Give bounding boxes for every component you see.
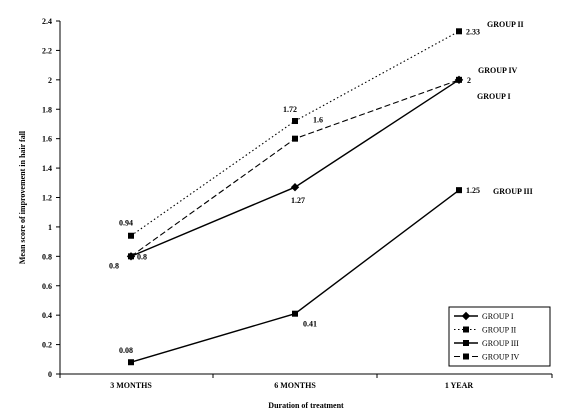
- legend-label: GROUP I: [482, 312, 514, 321]
- y-tick-label: 2.4: [42, 17, 52, 26]
- data-point: [456, 76, 462, 83]
- y-tick-label: 0.8: [42, 252, 52, 261]
- legend: GROUP I GROUP II GROUP III GROUP IV: [448, 306, 551, 367]
- legend-label: GROUP III: [482, 339, 519, 348]
- data-point: [290, 183, 300, 192]
- y-tick-label: 1: [48, 223, 52, 232]
- data-point: [128, 232, 134, 239]
- data-label: 0.41: [303, 320, 317, 329]
- x-tick-label: 6 MONTHS: [274, 381, 316, 390]
- data-label: 0.94: [119, 219, 133, 228]
- data-point: [456, 28, 462, 35]
- y-tick-label: 1.8: [42, 105, 52, 114]
- y-tick-label: 0: [48, 370, 52, 379]
- y-tick-label: 2: [48, 76, 52, 85]
- y-tick-label: 1.4: [42, 164, 52, 173]
- series-name-label: GROUP II: [487, 20, 524, 29]
- data-label: 0.8: [109, 261, 119, 270]
- y-axis-title: Mean score of improvement in hair fall: [18, 130, 27, 264]
- series-2-markers: [128, 28, 462, 239]
- data-point: [292, 118, 298, 125]
- data-label: 1.25: [466, 186, 480, 195]
- data-label: 1.27: [291, 196, 305, 205]
- series-lines: [126, 28, 464, 366]
- series-name-label: GROUP I: [477, 92, 511, 101]
- series-1-markers: [126, 75, 464, 261]
- data-label: 0.08: [119, 346, 133, 355]
- series-line: [130, 189, 460, 363]
- axes: [56, 20, 553, 378]
- y-tick-label: 2.2: [42, 46, 52, 55]
- data-point: [128, 359, 134, 366]
- series-name-label: GROUP III: [493, 187, 533, 196]
- series-3-markers: [128, 187, 462, 366]
- legend-marker: [463, 340, 469, 346]
- tick-labels: 0 0.2 0.4 0.6 0.8 1 1.2 1.4 1.6 1.8 2 2.2 2.4 3 MONTH…: [42, 17, 473, 390]
- series-end-labels: GROUP I GROUP II GROUP III GROUP IV: [477, 20, 533, 196]
- y-tick-label: 0.4: [42, 311, 52, 320]
- legend-label: GROUP II: [482, 326, 516, 335]
- legend-marker: [461, 311, 471, 321]
- x-axis-title: Duration of treatment: [268, 401, 344, 410]
- data-label: 1.72: [283, 105, 297, 114]
- y-tick-label: 1.6: [42, 135, 52, 144]
- x-tick-label: 3 MONTHS: [110, 381, 152, 390]
- y-tick-label: 0.6: [42, 282, 52, 291]
- legend-marker: [463, 326, 469, 333]
- data-label: 2.33: [466, 27, 480, 36]
- series-4-markers: [128, 76, 462, 260]
- data-labels: 0.8 1.27 2 0.94 1.72 2.33 0.08 0.41 1.25 0.8 1.6: [109, 27, 480, 355]
- data-point: [456, 187, 462, 194]
- series-3: [130, 189, 460, 363]
- legend-label: GROUP IV: [482, 353, 519, 362]
- data-point: [128, 253, 134, 260]
- data-label: 1.6: [313, 116, 323, 125]
- x-tick-label: 1 YEAR: [445, 381, 474, 390]
- y-tick-label: 0.2: [42, 341, 52, 350]
- data-label: 0.8: [137, 252, 147, 261]
- data-point: [292, 135, 298, 142]
- data-point: [292, 310, 298, 317]
- data-label: 2: [467, 76, 471, 85]
- legend-marker: [463, 353, 469, 360]
- series-name-label: GROUP IV: [478, 66, 518, 75]
- y-tick-label: 1.2: [42, 194, 52, 203]
